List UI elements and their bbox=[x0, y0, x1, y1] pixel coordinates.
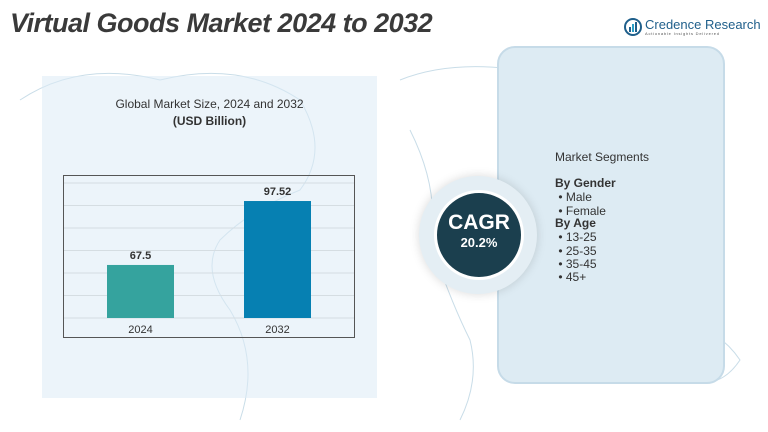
segment-item: • 25-35 bbox=[555, 244, 597, 258]
segment-item: • Female bbox=[555, 204, 606, 218]
credence-logo: Credence Research Actionable Insights Del… bbox=[624, 18, 761, 36]
bar-chart: 67.5 2024 97.52 2032 bbox=[64, 182, 354, 336]
segment-item: • 35-45 bbox=[555, 257, 597, 271]
chart-title: Global Market Size, 2024 and 2032 bbox=[115, 97, 304, 111]
segments-heading: Market Segments bbox=[555, 150, 650, 164]
segment-group-title: By Gender bbox=[555, 176, 616, 190]
logo-tagline: Actionable Insights Delivered bbox=[645, 30, 720, 36]
data-label: 67.5 bbox=[130, 250, 151, 262]
segment-item: • 13-25 bbox=[555, 230, 597, 244]
x-tick-label: 2024 bbox=[128, 324, 152, 336]
data-label: 97.52 bbox=[264, 186, 292, 198]
chart-panel bbox=[42, 76, 377, 398]
cagr-label: CAGR bbox=[448, 211, 510, 234]
bar-2032 bbox=[244, 201, 311, 318]
bar-chart-logo-icon bbox=[624, 18, 642, 36]
bar-2024 bbox=[107, 264, 174, 318]
cagr-value: 20.2% bbox=[460, 235, 498, 250]
logo-name: Credence Research bbox=[645, 16, 761, 32]
segment-group-title: By Age bbox=[555, 216, 596, 230]
x-tick-label: 2032 bbox=[265, 324, 289, 336]
segment-item: • 45+ bbox=[555, 270, 587, 284]
segments-panel bbox=[497, 46, 725, 384]
segment-item: • Male bbox=[555, 190, 592, 204]
plot-area: 67.5 2024 97.52 2032 bbox=[63, 175, 355, 338]
page-title: Virtual Goods Market 2024 to 2032 bbox=[10, 8, 433, 38]
chart-subtitle: (USD Billion) bbox=[172, 114, 247, 128]
cagr-badge: CAGR 20.2% bbox=[434, 190, 524, 280]
